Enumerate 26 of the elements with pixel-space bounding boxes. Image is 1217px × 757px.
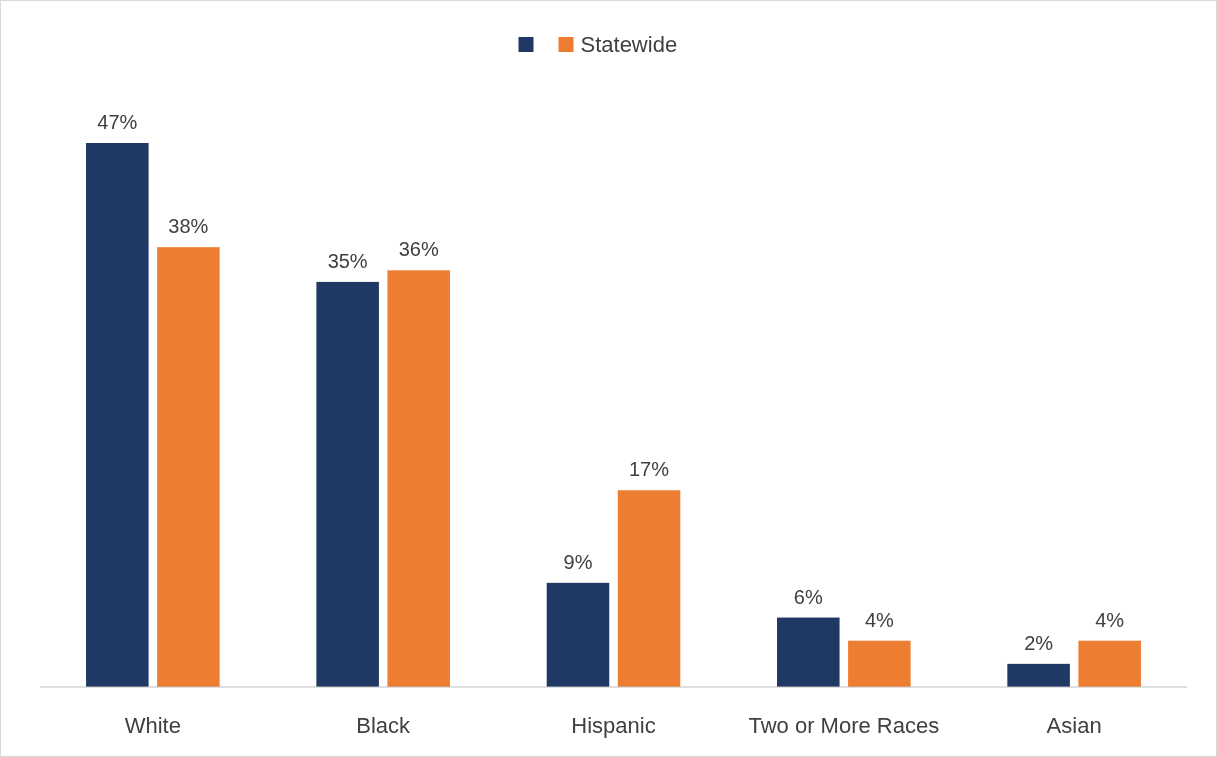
x-tick-label: Hispanic (571, 713, 656, 738)
data-label: 47% (97, 111, 138, 133)
bar (387, 270, 450, 687)
bar (316, 281, 379, 687)
data-label: 2% (1024, 631, 1054, 654)
data-label: 35% (327, 249, 368, 272)
bar (1078, 640, 1141, 687)
data-label: 4% (1095, 608, 1125, 631)
bar (848, 640, 911, 687)
x-tick-label: Asian (1046, 713, 1102, 738)
data-label: 9% (563, 550, 593, 573)
data-label: 4% (864, 608, 895, 631)
bar (777, 617, 840, 687)
bar (617, 490, 681, 687)
x-tick-label: White (124, 713, 181, 738)
bar (1007, 663, 1070, 687)
bar (546, 582, 610, 687)
data-label: 36% (398, 238, 439, 261)
data-label: 17% (629, 458, 670, 481)
x-tick-label: Two or More Races (748, 713, 940, 738)
bar (86, 143, 149, 687)
bar (157, 247, 220, 687)
x-tick-label: Black (356, 713, 412, 738)
data-label: 6% (793, 585, 823, 608)
data-label: 38% (168, 215, 209, 238)
legend-label: Statewide (580, 32, 678, 57)
